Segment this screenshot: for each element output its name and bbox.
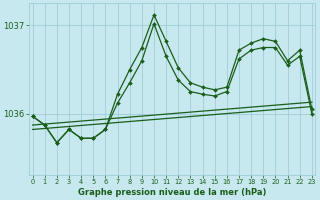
X-axis label: Graphe pression niveau de la mer (hPa): Graphe pression niveau de la mer (hPa) — [78, 188, 266, 197]
